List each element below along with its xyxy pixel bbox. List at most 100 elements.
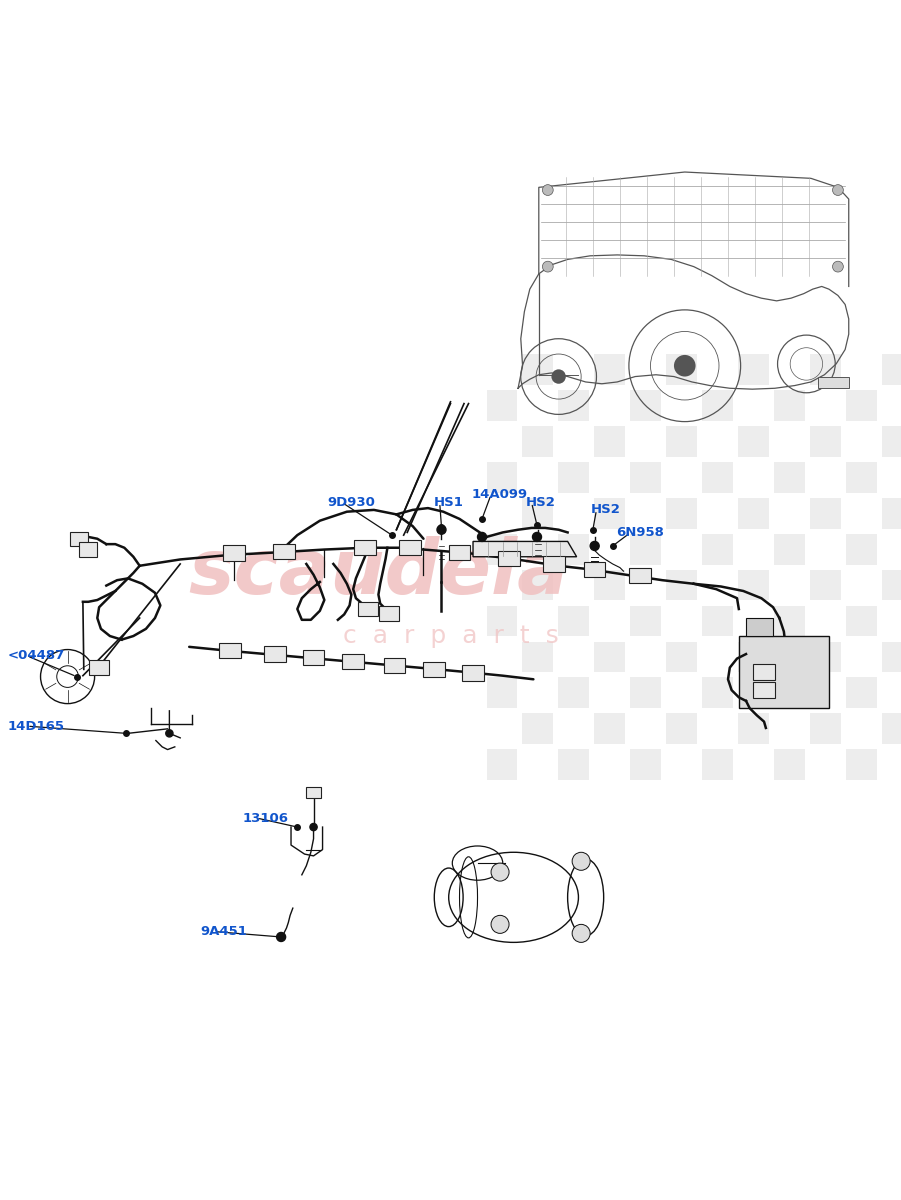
Bar xyxy=(631,606,661,636)
Circle shape xyxy=(277,932,286,942)
Bar xyxy=(595,642,625,672)
FancyBboxPatch shape xyxy=(354,540,376,556)
Circle shape xyxy=(572,924,590,942)
FancyBboxPatch shape xyxy=(629,568,651,583)
FancyBboxPatch shape xyxy=(223,546,245,560)
Text: HS2: HS2 xyxy=(590,504,621,516)
Bar xyxy=(559,678,589,708)
Text: HS1: HS1 xyxy=(433,496,464,509)
Text: 14D165: 14D165 xyxy=(7,720,65,733)
Bar xyxy=(882,714,901,744)
Bar xyxy=(595,714,625,744)
Bar xyxy=(702,390,733,421)
Bar xyxy=(774,749,805,780)
Circle shape xyxy=(166,730,173,737)
Polygon shape xyxy=(746,618,773,636)
Bar xyxy=(487,462,517,493)
Bar xyxy=(595,354,625,385)
Bar xyxy=(595,570,625,600)
Bar xyxy=(667,570,697,600)
Bar xyxy=(810,354,841,385)
Bar xyxy=(523,642,553,672)
Circle shape xyxy=(491,916,509,934)
Bar xyxy=(738,570,769,600)
Circle shape xyxy=(310,823,317,830)
Bar xyxy=(559,462,589,493)
FancyBboxPatch shape xyxy=(264,647,286,661)
Circle shape xyxy=(833,185,843,196)
Bar xyxy=(702,606,733,636)
Bar xyxy=(523,498,553,528)
Bar xyxy=(523,570,553,600)
Bar xyxy=(846,749,877,780)
Bar xyxy=(774,606,805,636)
Bar xyxy=(559,534,589,564)
Bar xyxy=(631,390,661,421)
FancyBboxPatch shape xyxy=(753,665,775,679)
FancyBboxPatch shape xyxy=(89,660,109,674)
Bar xyxy=(846,606,877,636)
Polygon shape xyxy=(473,541,577,557)
Bar xyxy=(738,498,769,528)
Bar xyxy=(810,642,841,672)
Bar xyxy=(631,462,661,493)
FancyBboxPatch shape xyxy=(358,602,378,617)
Bar xyxy=(667,642,697,672)
Circle shape xyxy=(572,852,590,870)
Bar xyxy=(631,678,661,708)
Text: 14A099: 14A099 xyxy=(472,488,528,502)
Polygon shape xyxy=(739,636,829,708)
Circle shape xyxy=(532,533,542,541)
Bar xyxy=(810,714,841,744)
Bar xyxy=(846,390,877,421)
Bar xyxy=(631,534,661,564)
FancyBboxPatch shape xyxy=(399,540,421,556)
Bar xyxy=(702,749,733,780)
Bar xyxy=(882,570,901,600)
Bar xyxy=(523,354,553,385)
Bar xyxy=(738,354,769,385)
Bar xyxy=(559,390,589,421)
Circle shape xyxy=(491,863,509,881)
Bar xyxy=(846,678,877,708)
Bar xyxy=(738,642,769,672)
Text: 9D930: 9D930 xyxy=(327,496,376,509)
Bar xyxy=(882,354,901,385)
Bar xyxy=(882,426,901,457)
Bar xyxy=(667,354,697,385)
Bar xyxy=(738,714,769,744)
Bar xyxy=(702,678,733,708)
Bar xyxy=(487,606,517,636)
Text: <04487: <04487 xyxy=(7,649,65,662)
Text: 9A451: 9A451 xyxy=(200,925,247,938)
Bar xyxy=(523,714,553,744)
Circle shape xyxy=(833,262,843,272)
Circle shape xyxy=(590,541,599,551)
Polygon shape xyxy=(818,377,849,389)
FancyBboxPatch shape xyxy=(342,654,364,668)
Bar xyxy=(559,606,589,636)
FancyBboxPatch shape xyxy=(543,557,565,571)
Text: 6N958: 6N958 xyxy=(615,526,664,539)
Bar xyxy=(667,426,697,457)
FancyBboxPatch shape xyxy=(379,606,399,620)
FancyBboxPatch shape xyxy=(462,665,484,680)
Bar xyxy=(559,749,589,780)
Bar xyxy=(774,534,805,564)
FancyBboxPatch shape xyxy=(79,542,97,557)
FancyBboxPatch shape xyxy=(273,544,295,559)
Text: scaudela: scaudela xyxy=(188,536,569,610)
Bar xyxy=(631,749,661,780)
Bar xyxy=(810,570,841,600)
Circle shape xyxy=(542,262,553,272)
FancyBboxPatch shape xyxy=(498,551,520,566)
Bar xyxy=(738,426,769,457)
FancyBboxPatch shape xyxy=(449,545,470,560)
FancyBboxPatch shape xyxy=(423,661,445,677)
Circle shape xyxy=(542,185,553,196)
FancyBboxPatch shape xyxy=(70,532,88,546)
Bar xyxy=(487,678,517,708)
FancyBboxPatch shape xyxy=(584,562,605,577)
Bar xyxy=(882,498,901,528)
Bar xyxy=(774,462,805,493)
